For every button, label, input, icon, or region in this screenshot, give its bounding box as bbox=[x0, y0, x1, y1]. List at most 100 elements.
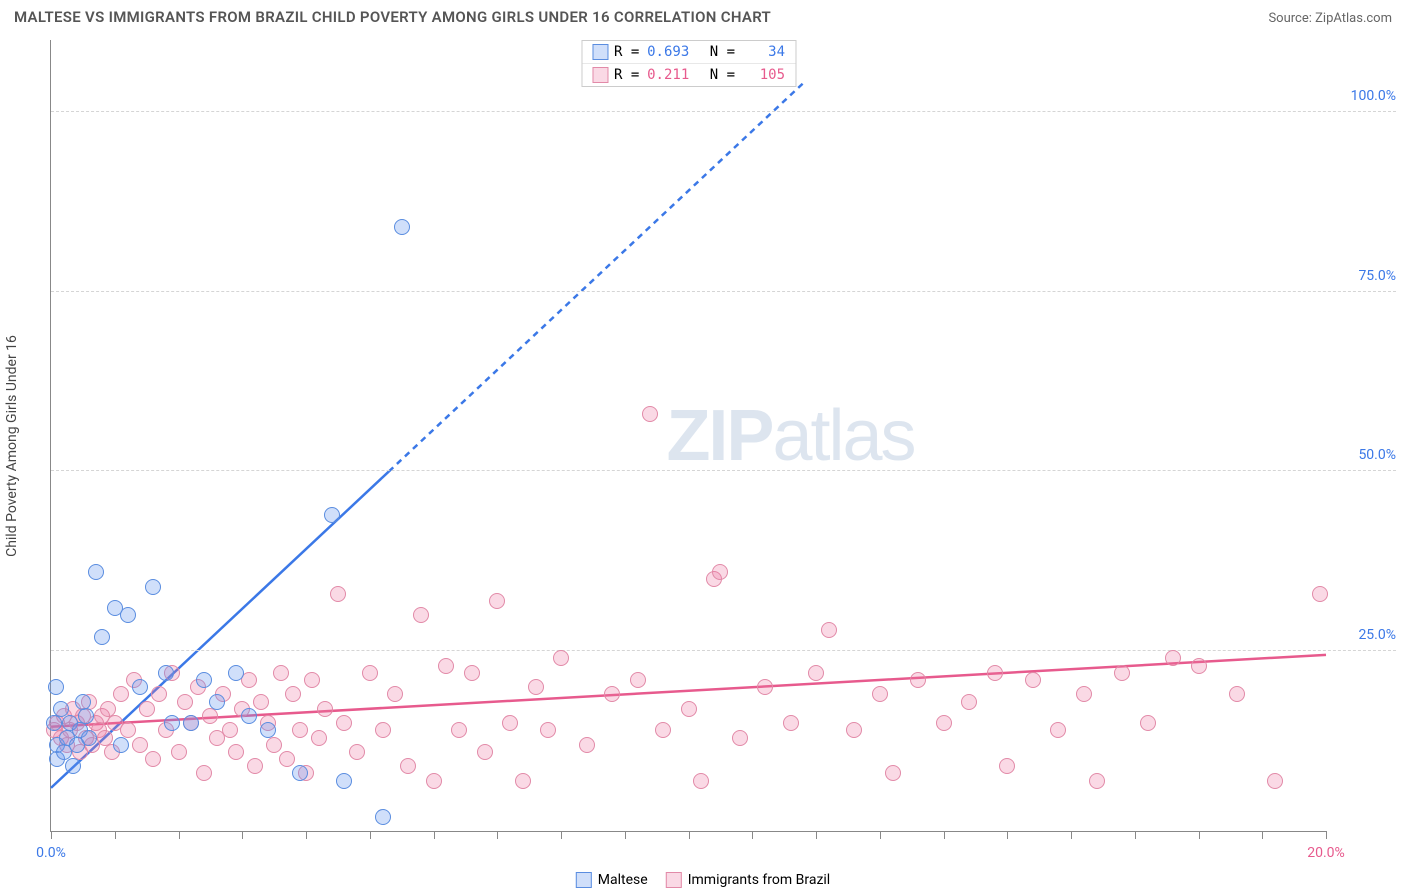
stat-n-maltese: 34 bbox=[741, 44, 785, 60]
scatter-point-maltese bbox=[75, 694, 91, 710]
legend-item-maltese: Maltese bbox=[576, 872, 648, 888]
scatter-point-brazil bbox=[1050, 722, 1066, 738]
scatter-point-brazil bbox=[362, 665, 378, 681]
scatter-point-brazil bbox=[311, 730, 327, 746]
stats-row-maltese: R = 0.693 N = 34 bbox=[582, 41, 795, 63]
scatter-point-brazil bbox=[846, 722, 862, 738]
scatter-point-maltese bbox=[78, 708, 94, 724]
source-label: Source: bbox=[1268, 11, 1311, 26]
scatter-point-brazil bbox=[202, 708, 218, 724]
scatter-point-brazil bbox=[910, 672, 926, 688]
scatter-point-brazil bbox=[228, 744, 244, 760]
scatter-point-brazil bbox=[1267, 773, 1283, 789]
gridline bbox=[51, 291, 1396, 292]
x-tick bbox=[1199, 831, 1200, 839]
scatter-point-brazil bbox=[336, 715, 352, 731]
scatter-point-brazil bbox=[885, 765, 901, 781]
scatter-point-brazil bbox=[655, 722, 671, 738]
scatter-point-maltese bbox=[132, 679, 148, 695]
x-tick bbox=[242, 831, 243, 839]
scatter-point-brazil bbox=[349, 744, 365, 760]
scatter-point-brazil bbox=[1312, 586, 1328, 602]
scatter-point-brazil bbox=[783, 715, 799, 731]
swatch-brazil bbox=[592, 67, 608, 83]
stats-row-brazil: R = 0.211 N = 105 bbox=[582, 63, 795, 86]
x-tick-label: 0.0% bbox=[36, 845, 66, 861]
scatter-point-brazil bbox=[528, 679, 544, 695]
scatter-point-brazil bbox=[292, 722, 308, 738]
scatter-point-brazil bbox=[502, 715, 518, 731]
scatter-point-maltese bbox=[375, 809, 391, 825]
gridline bbox=[51, 111, 1396, 112]
scatter-point-brazil bbox=[872, 686, 888, 702]
source-link[interactable]: ZipAtlas.com bbox=[1315, 11, 1392, 26]
stat-r-label: R = bbox=[614, 67, 639, 83]
scatter-point-maltese bbox=[65, 758, 81, 774]
scatter-point-brazil bbox=[279, 751, 295, 767]
x-tick-label: 20.0% bbox=[1307, 845, 1345, 861]
scatter-point-brazil bbox=[821, 622, 837, 638]
scatter-point-brazil bbox=[177, 694, 193, 710]
scatter-point-brazil bbox=[375, 722, 391, 738]
scatter-point-brazil bbox=[681, 701, 697, 717]
y-tick-label: 75.0% bbox=[1336, 268, 1396, 284]
scatter-point-maltese bbox=[196, 672, 212, 688]
scatter-point-maltese bbox=[145, 579, 161, 595]
scatter-point-brazil bbox=[477, 744, 493, 760]
scatter-point-brazil bbox=[961, 694, 977, 710]
scatter-point-maltese bbox=[209, 694, 225, 710]
scatter-point-maltese bbox=[53, 701, 69, 717]
x-tick bbox=[1135, 831, 1136, 839]
scatter-point-maltese bbox=[336, 773, 352, 789]
scatter-point-brazil bbox=[1191, 658, 1207, 674]
scatter-point-brazil bbox=[987, 665, 1003, 681]
x-tick bbox=[497, 831, 498, 839]
scatter-point-maltese bbox=[158, 665, 174, 681]
scatter-point-brazil bbox=[413, 607, 429, 623]
scatter-point-brazil bbox=[1025, 672, 1041, 688]
legend-label-brazil: Immigrants from Brazil bbox=[688, 872, 831, 888]
swatch-maltese bbox=[576, 872, 592, 888]
scatter-point-brazil bbox=[693, 773, 709, 789]
scatter-point-maltese bbox=[164, 715, 180, 731]
scatter-point-brazil bbox=[400, 758, 416, 774]
scatter-point-brazil bbox=[1140, 715, 1156, 731]
scatter-point-brazil bbox=[757, 679, 773, 695]
x-tick bbox=[816, 831, 817, 839]
x-tick bbox=[1262, 831, 1263, 839]
scatter-point-brazil bbox=[1089, 773, 1105, 789]
x-tick bbox=[880, 831, 881, 839]
x-tick bbox=[1007, 831, 1008, 839]
stats-box: R = 0.693 N = 34 R = 0.211 N = 105 bbox=[581, 40, 796, 87]
scatter-point-brazil bbox=[145, 751, 161, 767]
scatter-chart: ZIPatlas R = 0.693 N = 34 R = 0.211 N = … bbox=[50, 40, 1326, 832]
gridline bbox=[51, 650, 1396, 651]
scatter-point-maltese bbox=[260, 722, 276, 738]
x-tick bbox=[561, 831, 562, 839]
x-tick bbox=[1326, 831, 1327, 839]
scatter-point-brazil bbox=[1076, 686, 1092, 702]
stat-n-label: N = bbox=[710, 67, 735, 83]
scatter-point-maltese bbox=[241, 708, 257, 724]
scatter-point-brazil bbox=[139, 701, 155, 717]
scatter-point-brazil bbox=[540, 722, 556, 738]
scatter-point-brazil bbox=[604, 686, 620, 702]
swatch-maltese bbox=[592, 44, 608, 60]
scatter-point-brazil bbox=[1114, 665, 1130, 681]
scatter-point-maltese bbox=[183, 715, 199, 731]
scatter-point-brazil bbox=[387, 686, 403, 702]
scatter-point-brazil bbox=[426, 773, 442, 789]
scatter-point-brazil bbox=[132, 737, 148, 753]
stat-r-maltese: 0.693 bbox=[645, 44, 689, 60]
chart-title: MALTESE VS IMMIGRANTS FROM BRAZIL CHILD … bbox=[14, 8, 771, 26]
scatter-point-brazil bbox=[222, 722, 238, 738]
scatter-point-maltese bbox=[46, 715, 62, 731]
source-attribution: Source: ZipAtlas.com bbox=[1268, 11, 1392, 26]
scatter-point-brazil bbox=[253, 694, 269, 710]
scatter-point-brazil bbox=[304, 672, 320, 688]
scatter-point-brazil bbox=[273, 665, 289, 681]
x-tick bbox=[752, 831, 753, 839]
x-tick bbox=[179, 831, 180, 839]
scatter-point-brazil bbox=[317, 701, 333, 717]
gridline bbox=[51, 470, 1396, 471]
